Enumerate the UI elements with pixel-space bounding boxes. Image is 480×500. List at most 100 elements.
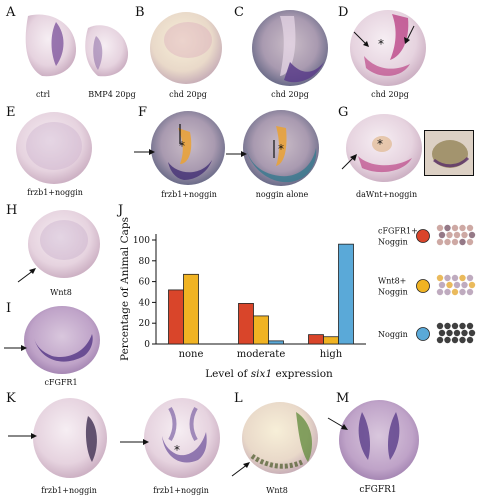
panel-letter-a: A bbox=[6, 5, 16, 20]
asterisk-k: * bbox=[174, 443, 180, 457]
x-axis-label-gene: six1 bbox=[251, 368, 272, 380]
animal-cap-1 bbox=[459, 274, 466, 282]
animal-cap-1 bbox=[451, 274, 459, 282]
embryo-image-k-right bbox=[144, 398, 220, 478]
animal-cap-2 bbox=[444, 322, 451, 330]
caption-c: chd 20pg bbox=[271, 90, 309, 99]
legend-label-0: cFGFR1+ bbox=[378, 227, 418, 236]
animal-cap-1 bbox=[446, 281, 453, 289]
caption-h: Wnt8 bbox=[50, 288, 72, 297]
y-tick-label: 60 bbox=[139, 278, 151, 288]
animal-cap-0 bbox=[451, 238, 459, 246]
orientation-bar-f-left bbox=[179, 124, 181, 144]
animal-cap-2 bbox=[461, 329, 468, 337]
caption-k-right: frzb1+noggin bbox=[153, 486, 209, 495]
arrow-h bbox=[17, 268, 36, 283]
animal-cap-1 bbox=[436, 288, 444, 296]
arrow-f-left bbox=[134, 149, 155, 155]
arrow-k-right bbox=[120, 439, 149, 445]
bar-high-1 bbox=[323, 336, 339, 345]
bar-none-1 bbox=[183, 273, 199, 345]
panel-letter-b: B bbox=[135, 5, 145, 20]
arrow-m bbox=[327, 417, 348, 430]
bar-moderate-0 bbox=[238, 303, 254, 345]
y-tick-label: 40 bbox=[139, 298, 151, 308]
animal-cap-0 bbox=[461, 231, 468, 239]
embryo-image-l bbox=[242, 402, 318, 474]
embryo-image-k-left bbox=[33, 398, 107, 478]
legend-swatch-2 bbox=[416, 327, 430, 341]
animal-cap-2 bbox=[451, 336, 459, 344]
caption-d: chd 20pg bbox=[371, 90, 409, 99]
arrow-d-right bbox=[404, 25, 415, 44]
embryo-image-d bbox=[350, 10, 426, 86]
embryo-image-e bbox=[16, 112, 92, 184]
y-tick-label: 20 bbox=[139, 319, 151, 329]
x-axis-label-prefix: Level of bbox=[205, 368, 251, 380]
panel-letter-c: C bbox=[234, 5, 244, 20]
x-tick-label: high bbox=[320, 349, 343, 360]
animal-cap-0 bbox=[466, 238, 474, 246]
y-tick-label: 0 bbox=[144, 340, 150, 350]
animal-cap-2 bbox=[466, 336, 474, 344]
bar-high-0 bbox=[308, 334, 324, 345]
embryo-image-c bbox=[252, 10, 328, 86]
caption-l: Wnt8 bbox=[266, 486, 288, 495]
animal-cap-2 bbox=[436, 336, 444, 344]
animal-cap-2 bbox=[446, 329, 453, 337]
asterisk-d: * bbox=[378, 37, 384, 51]
embryo-image-a-bmp4 bbox=[85, 25, 129, 77]
asterisk-f-left: * bbox=[179, 139, 185, 153]
panel-letter-g: G bbox=[338, 105, 349, 120]
animal-cap-2 bbox=[438, 329, 446, 337]
animal-cap-0 bbox=[444, 224, 451, 232]
animal-cap-0 bbox=[436, 238, 444, 246]
panel-letter-e: E bbox=[6, 105, 16, 120]
caption-a-ctrl: ctrl bbox=[35, 90, 51, 99]
bar-high-2 bbox=[338, 243, 354, 345]
animal-cap-0 bbox=[459, 224, 466, 232]
caption-a-bmp4: BMP4 20pg bbox=[88, 90, 136, 99]
animal-cap-0 bbox=[466, 224, 474, 232]
bar-moderate-2 bbox=[268, 340, 284, 345]
embryo-image-f-noggin-alone bbox=[243, 110, 319, 186]
caption-f-frzb1-noggin: frzb1+noggin bbox=[161, 190, 217, 199]
caption-f-noggin-alone: noggin alone bbox=[255, 190, 309, 199]
animal-cap-1 bbox=[444, 274, 451, 282]
animal-cap-1 bbox=[466, 288, 474, 296]
animal-cap-2 bbox=[444, 336, 451, 344]
legend-swatch-1 bbox=[416, 279, 430, 293]
animal-cap-1 bbox=[459, 288, 466, 296]
caption-k-left: frzb1+noggin bbox=[41, 486, 97, 495]
arrow-f-right bbox=[226, 151, 247, 157]
arrow-k-left bbox=[8, 433, 37, 439]
x-tick-label: moderate bbox=[237, 349, 286, 360]
embryo-image-a-ctrl bbox=[25, 14, 77, 77]
animal-cap-2 bbox=[466, 322, 474, 330]
animal-cap-1 bbox=[466, 274, 474, 282]
animal-cap-0 bbox=[436, 224, 444, 232]
orientation-bar-f-right bbox=[273, 140, 275, 158]
animal-cap-2 bbox=[451, 322, 459, 330]
arrow-d-left bbox=[353, 31, 369, 47]
panel-letter-i: I bbox=[6, 301, 12, 316]
embryo-image-i bbox=[24, 306, 100, 374]
animal-cap-0 bbox=[453, 231, 461, 239]
panel-letter-k: K bbox=[6, 391, 16, 406]
bar-moderate-1 bbox=[253, 315, 269, 345]
x-axis-label-suffix: expression bbox=[272, 368, 333, 380]
animal-cap-0 bbox=[438, 231, 446, 239]
panel-letter-j: J bbox=[118, 203, 124, 218]
x-tick-label: none bbox=[179, 349, 204, 360]
legend-label-1: Noggin bbox=[378, 288, 408, 297]
legend-label-2: Noggin bbox=[378, 330, 408, 339]
arrow-l bbox=[231, 462, 250, 477]
animal-cap-1 bbox=[451, 288, 459, 296]
y-axis-label: Percentage of Animal Caps bbox=[119, 217, 131, 361]
animal-cap-0 bbox=[468, 231, 476, 239]
x-axis-label: Level of six1 expression bbox=[205, 368, 333, 380]
inset-image-g bbox=[424, 130, 474, 176]
animal-cap-0 bbox=[446, 231, 453, 239]
panel-letter-f: F bbox=[138, 105, 148, 120]
